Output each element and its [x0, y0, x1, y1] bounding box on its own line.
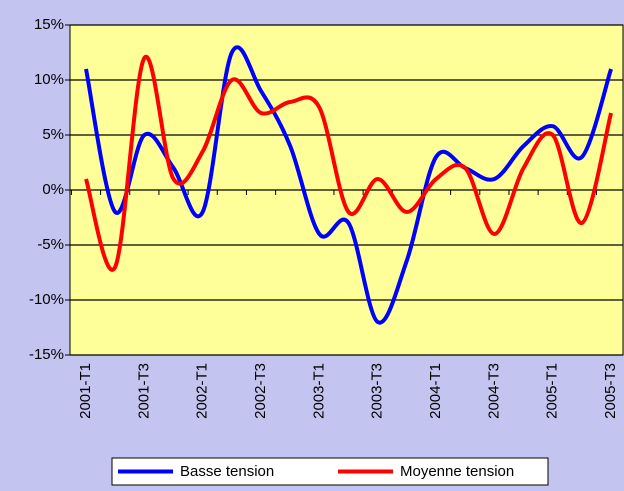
x-tick-label: 2001-T3 — [135, 363, 152, 419]
x-tick-label: 2005-T1 — [544, 363, 561, 419]
y-tick-label: -15% — [29, 346, 64, 363]
x-tick-label: 2002-T3 — [252, 363, 269, 419]
y-tick-label: 10% — [34, 71, 64, 88]
x-tick-label: 2005-T3 — [602, 363, 619, 419]
x-tick-label: 2001-T1 — [77, 363, 94, 419]
legend: Basse tension Moyenne tension — [111, 457, 549, 486]
y-tick-label: -10% — [29, 291, 64, 308]
legend-box — [111, 457, 549, 486]
x-tick-label: 2003-T1 — [310, 363, 327, 419]
x-tick-label: 2003-T3 — [369, 363, 386, 419]
legend-label: Basse tension — [180, 463, 274, 480]
y-tick-label: 0% — [42, 181, 64, 198]
x-tick-label: 2004-T3 — [485, 363, 502, 419]
y-tick-label: -5% — [37, 236, 64, 253]
y-tick-label: 5% — [42, 126, 64, 143]
legend-label: Moyenne tension — [400, 463, 514, 480]
y-tick-label: 15% — [34, 16, 64, 33]
series-line — [84, 54, 613, 272]
x-tick-label: 2004-T1 — [427, 363, 444, 419]
x-tick-label: 2002-T1 — [194, 363, 211, 419]
